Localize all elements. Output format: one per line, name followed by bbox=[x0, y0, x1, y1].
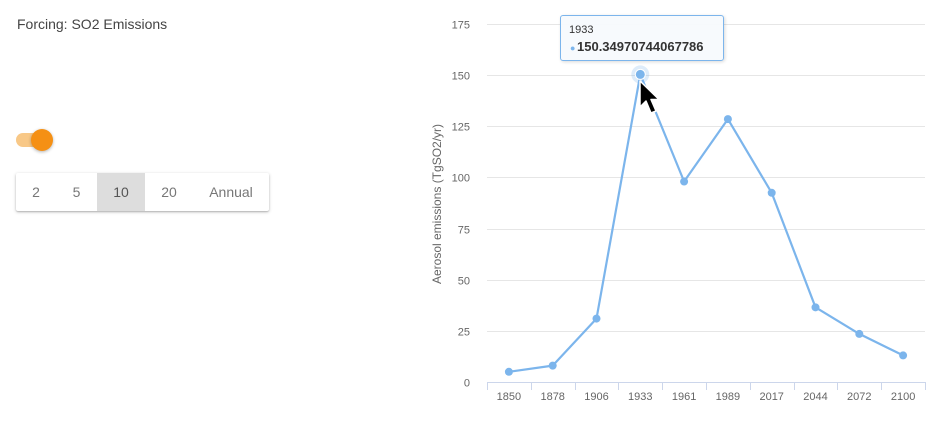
x-tick-label-1989: 1989 bbox=[716, 391, 740, 403]
tooltip: 1933 ● 150.34970744067786 bbox=[560, 15, 724, 61]
y-tick-label-125: 125 bbox=[452, 122, 470, 134]
tooltip-value: 150.34970744067786 bbox=[577, 39, 704, 54]
interval-button-2[interactable]: 2 bbox=[32, 184, 40, 200]
y-tick-label-0: 0 bbox=[464, 378, 470, 390]
interval-button-5[interactable]: 5 bbox=[72, 184, 81, 200]
x-tick-label-1850: 1850 bbox=[497, 391, 521, 403]
x-tick-label-2072: 2072 bbox=[847, 391, 871, 403]
grid-lines bbox=[487, 24, 925, 332]
data-point-1906[interactable] bbox=[592, 314, 601, 323]
x-tick-label-1961: 1961 bbox=[672, 391, 696, 403]
data-point-2044[interactable] bbox=[811, 303, 820, 312]
interval-button-10[interactable]: 10 bbox=[97, 173, 145, 211]
data-point-1989[interactable] bbox=[723, 115, 732, 124]
data-point-1878[interactable] bbox=[548, 361, 557, 370]
x-tick-label-1906: 1906 bbox=[584, 391, 608, 403]
y-tick-label-100: 100 bbox=[452, 173, 470, 185]
y-tick-label-25: 25 bbox=[458, 327, 470, 339]
y-tick-label-75: 75 bbox=[458, 225, 470, 237]
mouse-cursor-icon bbox=[639, 80, 660, 114]
data-point-1850[interactable] bbox=[504, 367, 513, 376]
data-point-1933[interactable] bbox=[634, 68, 646, 80]
tooltip-x-label: 1933 bbox=[569, 24, 594, 36]
data-point-1961[interactable] bbox=[680, 177, 689, 186]
toggle-thumb[interactable] bbox=[31, 129, 53, 151]
series-emissions bbox=[504, 65, 908, 376]
y-axis-title: Aerosol emissions (TgSO2/yr) bbox=[430, 124, 444, 284]
tooltip-bullet-icon: ● bbox=[570, 43, 576, 53]
y-axis: 0 25 50 75 100 125 150 175 bbox=[452, 20, 470, 390]
x-tick-label-2100: 2100 bbox=[891, 391, 915, 403]
x-tick-label-2044: 2044 bbox=[803, 391, 827, 403]
interval-button-annual[interactable]: Annual bbox=[209, 184, 253, 200]
series-line bbox=[507, 73, 905, 373]
x-axis: 1850 1878 1906 1933 1961 1989 2017 2044 2072 2100 bbox=[487, 382, 926, 403]
interval-button-20[interactable]: 20 bbox=[161, 184, 177, 200]
x-tick-label-1933: 1933 bbox=[628, 391, 652, 403]
y-tick-label-175: 175 bbox=[452, 20, 470, 32]
data-point-2072[interactable] bbox=[855, 329, 864, 338]
y-tick-label-150: 150 bbox=[452, 71, 470, 83]
y-tick-label-50: 50 bbox=[458, 276, 470, 288]
interval-button-group: 2 5 10 20 Annual bbox=[16, 173, 269, 211]
data-point-2017[interactable] bbox=[767, 188, 776, 197]
forcing-label: Forcing: SO2 Emissions bbox=[17, 16, 168, 32]
data-point-2100[interactable] bbox=[899, 351, 908, 360]
x-tick-label-1878: 1878 bbox=[540, 391, 564, 403]
forcing-toggle[interactable] bbox=[16, 128, 54, 152]
x-tick-label-2017: 2017 bbox=[759, 391, 783, 403]
